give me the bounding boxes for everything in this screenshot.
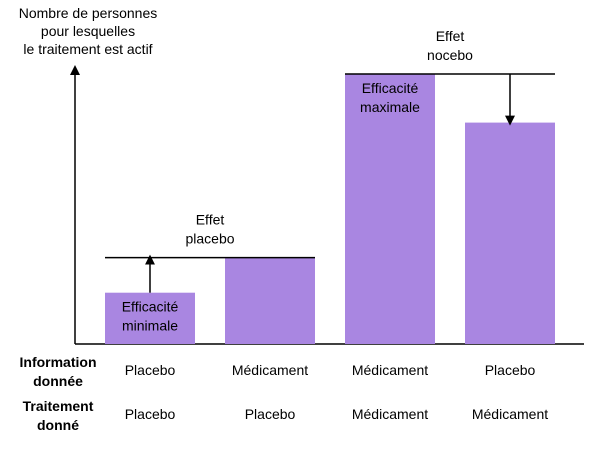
row-1-cell-3: Médicament [352, 362, 428, 378]
row-2-header: Traitement [23, 398, 94, 414]
row-2-cell-4: Médicament [472, 406, 548, 422]
row-1-cell-4: Placebo [485, 362, 536, 378]
effect-label-2: nocebo [427, 47, 473, 63]
effect-label-2: Effet [436, 28, 465, 44]
bar-4 [465, 122, 555, 344]
y-axis-label: pour lesquelles [41, 23, 135, 39]
bar-2 [225, 257, 315, 344]
row-1-cell-2: Médicament [232, 362, 308, 378]
row-2-cell-1: Placebo [125, 406, 176, 422]
row-2-header: donné [37, 417, 79, 433]
y-axis-label: le traitement est actif [23, 41, 152, 57]
row-2-cell-3: Médicament [352, 406, 428, 422]
row-1-header: Information [20, 354, 97, 370]
bar-3 [345, 74, 435, 344]
bar-3-label: maximale [360, 99, 420, 115]
effect-label-1: Effet [196, 212, 225, 228]
bar-1-label: Efficacité [122, 299, 179, 315]
bar-1 [105, 292, 195, 344]
bar-1-label: minimale [122, 318, 178, 334]
effect-label-1: placebo [185, 231, 234, 247]
row-1-header: donnée [33, 373, 83, 389]
y-axis-label: Nombre de personnes [19, 5, 158, 21]
row-2-cell-2: Placebo [245, 406, 296, 422]
row-1-cell-1: Placebo [125, 362, 176, 378]
bar-3-label: Efficacité [362, 80, 419, 96]
